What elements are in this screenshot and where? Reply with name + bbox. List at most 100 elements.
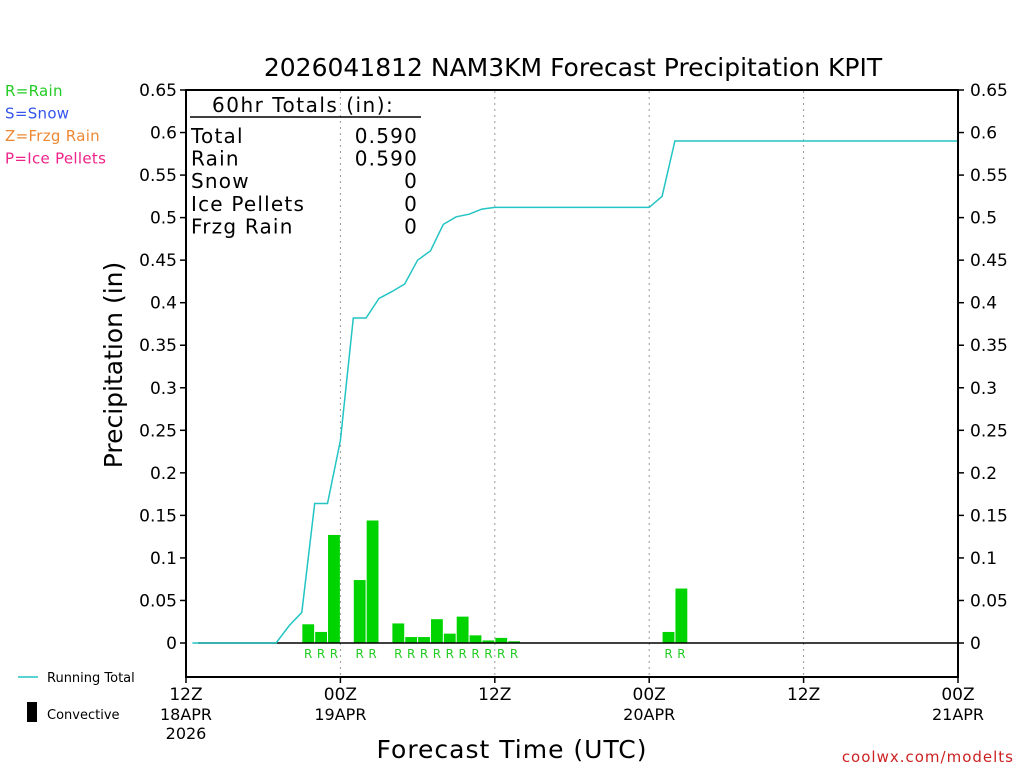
bar-17h [405, 637, 418, 643]
ptype-label: R [304, 647, 312, 661]
y-tick-label-left: 0.2 [150, 464, 177, 484]
y-tick-label-left: 0.45 [139, 251, 177, 271]
ptype-label: R [433, 647, 441, 661]
x-tick-label: 00Z [633, 685, 666, 705]
ptype-label: R [368, 647, 376, 661]
bar-21h [456, 616, 469, 643]
y-tick-label-left: 0 [166, 634, 177, 654]
totals-row-label: Ice Pellets [191, 192, 305, 216]
ptype-label: R [458, 647, 466, 661]
y-tick-label-right: 0.6 [970, 124, 997, 144]
y-tick-label-left: 0.15 [139, 506, 177, 526]
y-tick-label-right: 0.1 [970, 549, 997, 569]
totals-row-value: 0.590 [355, 147, 418, 171]
x-tick-label: 12Z [169, 685, 202, 705]
vertical-gridlines [339, 91, 805, 676]
x-tick-label: 00Z [941, 685, 974, 705]
ptype-label: R [677, 647, 685, 661]
ptype-label: R [356, 647, 364, 661]
y-tick-label-right: 0.4 [970, 294, 997, 314]
ptype-label: R [394, 647, 402, 661]
ptype-label: R [484, 647, 492, 661]
bar-20h [443, 633, 456, 643]
bar-11h [328, 534, 340, 643]
convective-legend-swatch [27, 702, 37, 722]
y-tick-label-right: 0.3 [970, 379, 997, 399]
credit-text: coolwx.com/modelts [842, 748, 1014, 766]
totals-row-value: 0 [404, 169, 418, 193]
totals-row-label: Frzg Rain [191, 214, 294, 238]
y-tick-label-left: 0.55 [139, 166, 177, 186]
x-tick-label: 12Z [787, 685, 820, 705]
totals-row-label: Rain [191, 147, 240, 171]
ptype-legend: R=Rain S=Snow Z=Frzg Rain P=Ice Pellets [5, 82, 106, 168]
ptype-label: R [664, 647, 672, 661]
y-tick-label-left: 0.5 [150, 209, 177, 229]
y-tick-label-left: 0.4 [150, 294, 177, 314]
x-tick-date: 19APR [314, 705, 366, 724]
ptype-label: R [471, 647, 479, 661]
x-tick-label: 12Z [478, 685, 511, 705]
bar-22h [469, 635, 482, 643]
bar-18h [418, 637, 430, 643]
y-tick-label-right: 0.5 [970, 209, 997, 229]
ptype-label: R [317, 647, 325, 661]
bar-37h [662, 631, 675, 643]
ptype-label: R [510, 647, 518, 661]
y-tick-label-right: 0.35 [970, 336, 1008, 356]
y-tick-label-right: 0.2 [970, 464, 997, 484]
bar-38h [675, 588, 688, 643]
y-tick-label-right: 0.55 [970, 166, 1008, 186]
bar-19h [430, 619, 443, 643]
ptype-legend-item: Z=Frzg Rain [5, 127, 100, 145]
y-axis-label: Precipitation (in) [99, 262, 128, 469]
bar-14h [366, 520, 379, 643]
ptype-legend-item: R=Rain [5, 82, 63, 100]
totals-box: 60hr Totals (in): Total 0.590 Rain 0.590 Sno… [190, 93, 421, 238]
running-total-line [192, 140, 958, 644]
convective-legend-label: Convective [47, 708, 120, 723]
y-axis-right: 0 0.05 0.1 0.15 0.2 0.25 0.3 0.35 0.4 0.45 0.5 0.55… [958, 81, 1008, 654]
ptype-label: R [497, 647, 505, 661]
bar-24h [495, 637, 508, 643]
y-tick-label-right: 0.15 [970, 506, 1008, 526]
x-tick-date: 18APR [160, 705, 212, 724]
bar-25h [508, 641, 521, 643]
plot-frame [185, 89, 959, 678]
y-tick-label-left: 0.25 [139, 421, 177, 441]
totals-row-label: Total [190, 124, 244, 148]
totals-row-value: 0.590 [355, 124, 418, 148]
bar-16h [392, 623, 405, 643]
ptype-label: R [330, 647, 338, 661]
y-tick-label-right: 0.45 [970, 251, 1008, 271]
totals-row-label: Snow [191, 169, 250, 193]
bar-13h [353, 580, 366, 643]
totals-row-value: 0 [404, 192, 418, 216]
y-tick-label-left: 0.65 [139, 81, 177, 101]
bottom-legend: Running Total Convective [18, 671, 135, 723]
running-total-legend-label: Running Total [47, 671, 135, 686]
y-tick-label-right: 0.05 [970, 591, 1008, 611]
totals-header: 60hr Totals (in): [212, 93, 394, 117]
y-axis-left: 0 0.05 0.1 0.15 0.2 0.25 0.3 0.35 0.4 0.45 0.5 0.55… [139, 81, 186, 654]
y-tick-label-left: 0.3 [150, 379, 177, 399]
bar-series [302, 520, 688, 643]
ptype-legend-item: P=Ice Pellets [5, 150, 106, 168]
y-tick-label-left: 0.35 [139, 336, 177, 356]
x-tick-date: 20APR [623, 705, 675, 724]
ptype-label: R [420, 647, 428, 661]
ptype-label: R [407, 647, 415, 661]
y-tick-label-right: 0.25 [970, 421, 1008, 441]
y-tick-label-left: 0.05 [139, 591, 177, 611]
bar-23h [482, 640, 495, 643]
y-tick-label-left: 0.6 [150, 124, 177, 144]
x-tick-year: 2026 [166, 724, 207, 743]
y-tick-label-right: 0.65 [970, 81, 1008, 101]
totals-row-value: 0 [404, 214, 418, 238]
x-tick-date: 21APR [932, 705, 984, 724]
bar-9h [302, 624, 315, 643]
ptype-legend-item: S=Snow [5, 105, 69, 123]
y-tick-label-left: 0.1 [150, 549, 177, 569]
